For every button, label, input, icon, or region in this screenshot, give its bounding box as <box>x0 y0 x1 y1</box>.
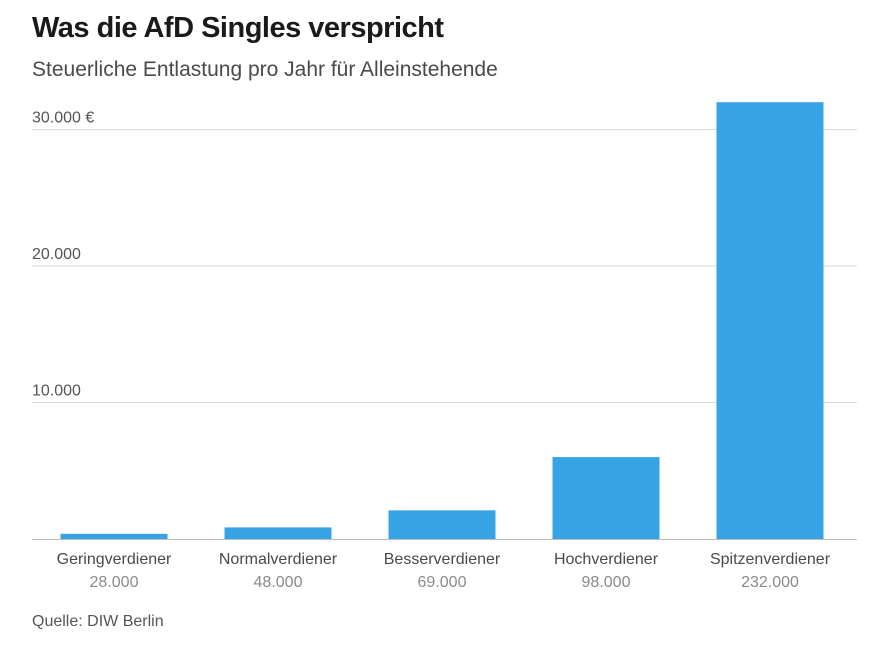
category-label: Normalverdiener <box>219 551 338 568</box>
category-income-label: 69.000 <box>418 574 467 591</box>
bars <box>60 102 824 539</box>
source-note: Quelle: DIW Berlin <box>32 613 164 630</box>
category-label: Spitzenverdiener <box>710 551 831 568</box>
chart-title: Was die AfD Singles verspricht <box>32 12 444 44</box>
chart-subtitle: Steuerliche Entlastung pro Jahr für Alle… <box>32 58 498 81</box>
category-label: Geringverdiener <box>57 551 172 568</box>
bar <box>388 510 496 539</box>
bar <box>716 102 824 539</box>
bar <box>552 457 660 539</box>
y-tick-label: 30.000 € <box>32 110 94 127</box>
category-income-label: 48.000 <box>254 574 303 591</box>
y-tick-label: 20.000 <box>32 246 81 263</box>
category-labels: Geringverdiener 28.000 Normalverdiener 48.0… <box>57 551 831 591</box>
category-income-label: 28.000 <box>90 574 139 591</box>
category-income-label: 98.000 <box>582 574 631 591</box>
bar <box>224 527 332 539</box>
category-label: Besserverdiener <box>384 551 501 568</box>
y-tick-label: 10.000 <box>32 383 81 400</box>
category-label: Hochverdiener <box>554 551 659 568</box>
bar <box>60 533 168 539</box>
category-income-label: 232.000 <box>741 574 799 591</box>
